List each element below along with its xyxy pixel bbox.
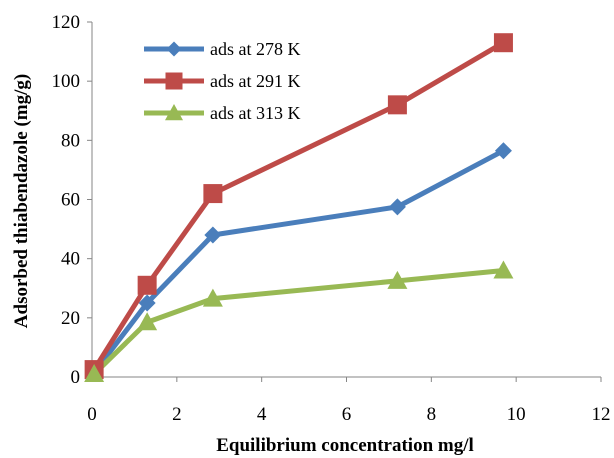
legend-marker-diamond	[166, 41, 182, 57]
x-tick-label: 12	[592, 404, 611, 425]
x-axis-title: Equilibrium concentration mg/l	[216, 435, 474, 456]
data-point-triangle	[84, 364, 105, 383]
legend-marker-square	[165, 72, 183, 90]
data-point-diamond	[494, 142, 512, 160]
legend-label: ads at 278 K	[210, 39, 300, 59]
data-point-triangle	[202, 288, 223, 307]
legend-marker-triangle	[165, 104, 183, 121]
x-tick-label: 0	[87, 404, 97, 425]
data-point-diamond	[388, 198, 406, 216]
y-axis-title: Adsorbed thiabendazole (mg/g)	[11, 74, 32, 328]
x-tick-label: 2	[172, 404, 182, 425]
y-tick-label: 80	[61, 130, 80, 151]
y-tick-label: 120	[52, 12, 81, 33]
y-tick-label: 20	[61, 308, 80, 329]
legend-label: ads at 313 K	[210, 103, 300, 123]
tick-labels: 0 20 40 60 80 100 120 0 2 4 6 8 10 12	[52, 12, 611, 425]
data-point-square	[203, 184, 223, 204]
data-point-square	[137, 275, 157, 295]
data-point-triangle	[493, 260, 514, 279]
data-point-triangle	[137, 312, 158, 331]
x-tick-label: 8	[427, 404, 437, 425]
y-tick-label: 100	[52, 71, 81, 92]
data-point-triangle	[387, 270, 408, 289]
legend-label: ads at 291 K	[210, 71, 300, 91]
axes	[87, 21, 602, 382]
series-line-diamond	[92, 148, 505, 375]
x-tick-label: 6	[342, 404, 352, 425]
series-lines	[92, 40, 505, 376]
x-tick-label: 10	[507, 404, 526, 425]
data-point-diamond	[204, 226, 222, 244]
data-point-square	[493, 33, 513, 53]
data-point-diamond	[138, 294, 156, 312]
series-markers	[84, 33, 514, 383]
y-tick-label: 40	[61, 249, 80, 270]
x-tick-label: 4	[257, 404, 267, 425]
y-tick-label: 60	[61, 190, 80, 211]
legend: ads at 278 K ads at 291 K ads at 313 K	[144, 39, 300, 123]
y-tick-label: 0	[71, 367, 81, 388]
data-point-square	[387, 95, 407, 115]
